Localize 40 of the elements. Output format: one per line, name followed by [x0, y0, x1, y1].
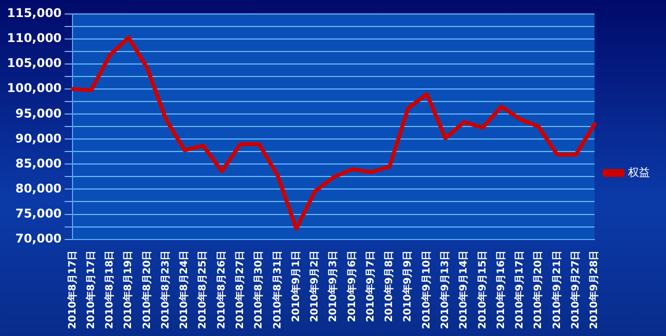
x-tick-label: 2010年8月26日: [215, 250, 228, 330]
x-tick-label: 2010年8月27日: [234, 250, 246, 330]
x-tick-label: 2010年8月18日: [104, 250, 116, 330]
x-tick-label: 2010年8月23日: [159, 250, 172, 330]
x-tick-label: 2010年9月8日: [383, 250, 396, 322]
x-tick-label: 2010年9月27日: [569, 250, 582, 330]
y-tick-label: 90,000: [15, 131, 62, 146]
x-tick-label: 2010年9月21日: [550, 250, 563, 330]
x-tick-label: 2010年8月31日: [271, 250, 284, 330]
legend-label: 权益: [627, 166, 650, 179]
x-tick-label: 2010年8月17日: [66, 250, 78, 330]
y-tick-label: 115,000: [7, 6, 62, 20]
x-tick-label: 2010年9月10日: [420, 250, 432, 330]
x-tick-label: 2010年8月20日: [140, 250, 153, 330]
x-tick-label: 2010年9月15日: [476, 250, 488, 330]
x-tick-label: 2010年9月3日: [327, 250, 340, 322]
x-tick-label: 2010年8月19日: [122, 250, 134, 330]
y-tick-label: 80,000: [15, 181, 62, 196]
x-tick-label: 2010年8月30日: [252, 250, 265, 330]
x-tick-label: 2010年9月1日: [290, 250, 302, 322]
x-tick-label: 2010年9月14日: [458, 250, 470, 330]
x-tick-label: 2010年9月9日: [402, 250, 414, 322]
y-tick-label: 70,000: [15, 231, 62, 246]
x-tick-label: 2010年9月16日: [494, 250, 507, 330]
y-tick-label: 100,000: [7, 81, 62, 96]
x-tick-label: 2010年8月24日: [178, 250, 190, 330]
x-tick-label: 2010年9月17日: [514, 250, 526, 330]
x-tick-label: 2010年9月7日: [364, 250, 376, 322]
y-tick-label: 85,000: [15, 156, 62, 170]
x-tick-label: 2010年8月25日: [196, 250, 209, 330]
x-tick-label: 2010年9月28日: [588, 250, 600, 330]
y-tick-label: 105,000: [7, 56, 62, 70]
x-tick-label: 2010年8月17日: [84, 250, 97, 330]
y-tick-label: 95,000: [15, 106, 62, 120]
y-tick-label: 75,000: [15, 206, 62, 220]
x-tick-label: 2010年9月13日: [438, 250, 451, 330]
y-tick-label: 110,000: [7, 31, 62, 46]
x-tick-label: 2010年9月20日: [532, 250, 544, 330]
x-tick-label: 2010年9月2日: [308, 250, 321, 322]
x-tick-label: 2010年9月6日: [346, 250, 358, 322]
